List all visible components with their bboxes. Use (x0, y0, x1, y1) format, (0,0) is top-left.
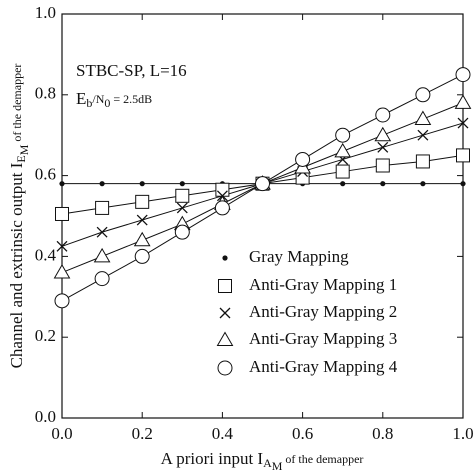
legend-marker (219, 307, 231, 319)
y-axis-label-part: of the demapper (10, 64, 24, 145)
x-axis-label-part: of the demapper (282, 452, 363, 466)
marker-square (415, 154, 430, 169)
marker-dot (99, 181, 105, 187)
marker-x (417, 129, 429, 141)
x-axis-label-part: A (263, 456, 272, 470)
annotation-part: b (86, 96, 92, 110)
x-tick-label: 0.2 (132, 424, 153, 443)
marker-x (56, 240, 68, 252)
x-tick-label: 0.0 (51, 424, 72, 443)
annotation: Eb/N0 = 2.5dB (76, 89, 152, 110)
y-axis-label-part: Channel and extrinsic output I (7, 162, 26, 368)
marker-circle (134, 248, 150, 264)
marker-square (55, 206, 69, 221)
x-tick-label: 0.8 (372, 424, 393, 443)
marker-dot (420, 181, 426, 187)
marker-x (136, 214, 148, 226)
y-tick-label: 0.8 (35, 84, 56, 103)
x-tick-label: 1.0 (452, 424, 473, 443)
marker-square (456, 148, 470, 163)
annotation-part: = 2.5dB (110, 92, 152, 106)
annotation: STBC-SP, L=16 (76, 61, 187, 80)
marker-dot (59, 181, 65, 187)
y-axis-label: Channel and extrinsic output IEM of the … (7, 64, 31, 369)
marker-triangle (374, 126, 392, 142)
marker-dot (340, 181, 346, 187)
y-tick-label: 0.0 (35, 407, 56, 426)
marker-circle (54, 293, 70, 309)
y-tick-label: 0.2 (35, 326, 56, 345)
marker-triangle (334, 142, 352, 158)
x-tick-label: 0.4 (212, 424, 234, 443)
marker-triangle (93, 247, 111, 263)
marker-circle (174, 224, 190, 240)
annotation-part: /N (92, 92, 104, 106)
x-axis-label-part: A priori input I (161, 449, 264, 468)
y-tick-label: 1.0 (35, 3, 56, 22)
y-axis-label-part: M (17, 144, 31, 155)
marker-x (377, 141, 389, 153)
marker-square (175, 188, 190, 203)
marker-x (176, 202, 188, 214)
marker-circle (214, 200, 230, 216)
legend-marker (222, 255, 228, 261)
marker-dot (139, 181, 145, 187)
marker-triangle (53, 264, 71, 279)
marker-square (375, 158, 390, 173)
marker-square (335, 164, 350, 179)
marker-circle (335, 127, 351, 143)
annotation-part: 0 (104, 96, 110, 110)
marker-square (215, 182, 230, 197)
annotation-part: E (76, 89, 86, 108)
marker-circle (415, 87, 431, 103)
x-tick-label: 0.6 (292, 424, 313, 443)
marker-dot (460, 181, 466, 187)
marker-x (96, 226, 108, 238)
marker-circle (255, 176, 270, 192)
marker-triangle (133, 231, 151, 247)
x-axis-label-part: M (272, 459, 283, 473)
legend-label: Anti-Gray Mapping 4 (249, 357, 398, 376)
marker-circle (455, 67, 471, 83)
marker-triangle (414, 110, 432, 126)
legend-label: Anti-Gray Mapping 1 (249, 275, 397, 294)
y-tick-label: 0.6 (35, 165, 56, 184)
legend-label: Anti-Gray Mapping 2 (249, 302, 397, 321)
x-axis-label: A priori input IAM of the demapper (161, 449, 364, 473)
marker-circle (375, 107, 391, 123)
marker-square (135, 194, 150, 209)
marker-circle (94, 271, 110, 287)
legend-label: Gray Mapping (249, 247, 349, 266)
marker-dot (380, 181, 386, 187)
legend-marker (217, 360, 233, 376)
marker-square (95, 200, 110, 215)
marker-dot (179, 181, 185, 187)
annotation-part: STBC-SP, L=16 (76, 61, 187, 80)
legend-label: Anti-Gray Mapping 3 (249, 329, 397, 348)
y-axis-label-part: E (14, 155, 28, 162)
marker-x (457, 117, 469, 129)
marker-circle (295, 151, 311, 167)
legend-marker (216, 331, 234, 346)
y-tick-label: 0.4 (35, 245, 57, 264)
legend-marker (218, 279, 232, 293)
marker-triangle (454, 94, 472, 109)
